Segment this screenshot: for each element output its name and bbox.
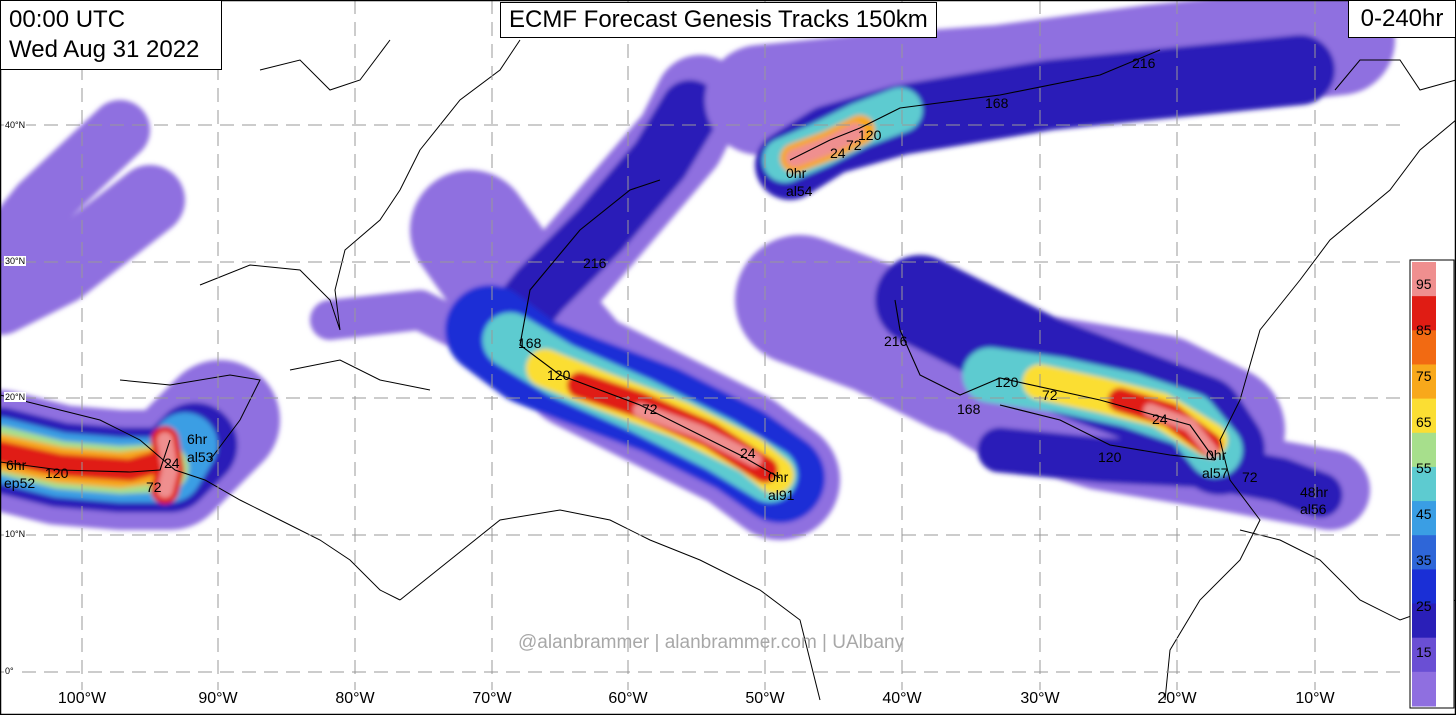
track-label: 72 (642, 401, 658, 417)
track-label: 6hr (6, 457, 27, 473)
colorbar-label: 65 (1416, 414, 1432, 430)
track-label: 120 (547, 367, 571, 383)
colorbar-swatch (1412, 398, 1436, 434)
track-label: 24 (740, 445, 756, 461)
lat-label: 20°N (4, 392, 27, 402)
colorbar-swatch (1412, 637, 1436, 673)
valid-date: Wed Aug 31 2022 (9, 36, 200, 63)
lon-label: 100°W (57, 690, 107, 707)
track-label: 216 (1132, 55, 1156, 71)
track-label: al57 (1202, 465, 1229, 481)
track-label: 168 (518, 335, 542, 351)
track-label: 168 (957, 401, 981, 417)
track-label: 24 (830, 145, 846, 161)
colorbar-swatch (1412, 535, 1436, 570)
colorbar-swatch (1412, 569, 1436, 605)
track-labels: 6hr ep52 120 72 24 6hr al53 0hr al91 24 … (4, 55, 1328, 517)
track-al56 (999, 404, 1216, 461)
colorbar-label: 95 (1416, 276, 1432, 292)
credit-watermark: @alanbrammer | alanbrammer.com | UAlbany (518, 632, 905, 653)
lon-label: 10°W (1295, 690, 1335, 707)
track-label: 48hr (1300, 484, 1328, 500)
track-ep52 (0, 439, 171, 473)
swath-ep52 (0, 100, 280, 530)
swath-al91 (310, 55, 840, 540)
lon-label: 70°W (472, 690, 512, 707)
track-label: 168 (985, 95, 1009, 111)
colorbar-label: 25 (1416, 598, 1432, 614)
track-label: 24 (1152, 411, 1168, 427)
track-label: 72 (1242, 469, 1258, 485)
track-label: 72 (1042, 387, 1058, 403)
track-label: 120 (858, 127, 882, 143)
forecast-tracks (0, 49, 1216, 479)
valid-time-box: 00:00 UTC Wed Aug 31 2022 (0, 0, 222, 70)
colorbar-label: 75 (1416, 368, 1432, 384)
track-label: 24 (164, 455, 180, 471)
track-label: al91 (768, 487, 795, 503)
track-label: 216 (583, 255, 607, 271)
lon-label: 60°W (608, 690, 648, 707)
track-label: 216 (884, 333, 908, 349)
track-label: 120 (995, 374, 1019, 390)
track-label: 0hr (786, 165, 807, 181)
track-label: 120 (1098, 449, 1122, 465)
lon-label: 90°W (198, 690, 238, 707)
track-label: ep52 (4, 475, 35, 491)
lat-label: 0° (4, 666, 15, 676)
lon-label: 40°W (882, 690, 922, 707)
colorbar-label: 55 (1416, 460, 1432, 476)
colorbar-swatch (1412, 501, 1436, 536)
coastlines (0, 39, 1456, 701)
lat-label: 10°N (4, 529, 27, 539)
lat-label: 30°N (4, 256, 27, 266)
track-label: 6hr (187, 431, 208, 447)
track-label: 72 (146, 479, 162, 495)
colorbar-swatch (1412, 466, 1436, 502)
lon-label: 30°W (1020, 690, 1060, 707)
forecast-range: 0-240hr (1348, 0, 1456, 38)
map-title: ECMF Forecast Genesis Tracks 150km (500, 2, 937, 38)
track-label: al56 (1300, 501, 1327, 517)
valid-time: 00:00 UTC (9, 6, 126, 33)
colorbar-label: 45 (1416, 506, 1432, 522)
colorbar-swatch (1412, 603, 1436, 639)
colorbar-swatch (1412, 330, 1436, 365)
lon-label: 20°W (1157, 690, 1197, 707)
colorbar-label: 35 (1416, 552, 1432, 568)
track-label: al54 (786, 183, 813, 199)
track-label: 72 (846, 137, 862, 153)
track-al57 (894, 299, 1216, 461)
probability-swaths (0, 0, 1395, 540)
track-label: 120 (45, 465, 69, 481)
track-al54 (789, 49, 1161, 161)
track-label: 0hr (768, 469, 789, 485)
colorbar-swatch (1412, 364, 1436, 400)
colorbar-swatch (1412, 262, 1436, 297)
lon-label: 50°W (745, 690, 785, 707)
lat-label: 40°N (4, 120, 27, 130)
track-label: al53 (187, 449, 214, 465)
track-label: 0hr (1206, 447, 1227, 463)
colorbar-label: 85 (1416, 322, 1432, 338)
lon-label: 80°W (335, 690, 375, 707)
track-al91 (519, 179, 781, 479)
colorbar-swatch (1412, 671, 1436, 707)
colorbar-swatch (1412, 432, 1436, 468)
colorbar-label: 15 (1416, 644, 1432, 660)
colorbar: 95 85 75 65 55 45 35 25 15 (1409, 259, 1455, 709)
lat-lon-grid (0, 0, 1405, 690)
colorbar-swatch (1412, 296, 1436, 331)
